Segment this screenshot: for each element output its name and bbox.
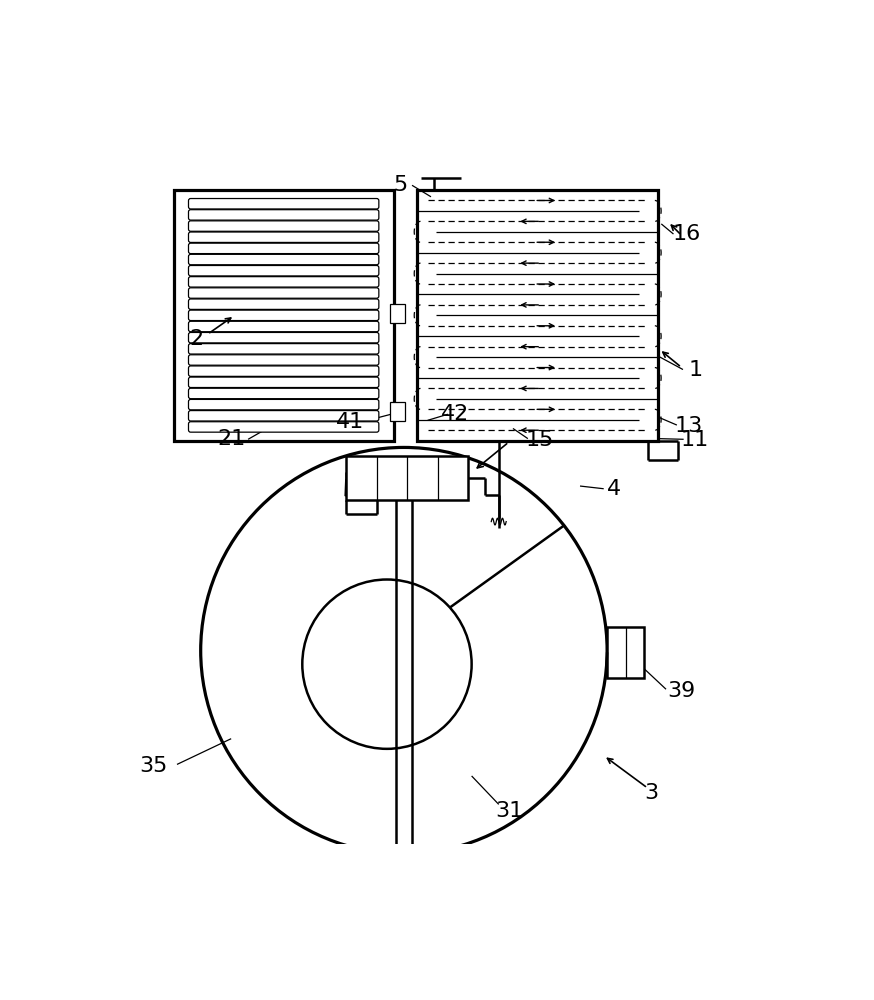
FancyBboxPatch shape [189, 243, 378, 254]
FancyBboxPatch shape [189, 366, 378, 376]
Bar [607, 627, 644, 678]
FancyBboxPatch shape [189, 288, 378, 298]
Bar [174, 190, 394, 441]
Text: 35: 35 [139, 756, 168, 776]
FancyBboxPatch shape [189, 299, 378, 309]
FancyBboxPatch shape [189, 310, 378, 321]
Text: 4: 4 [607, 479, 621, 499]
FancyBboxPatch shape [189, 388, 378, 399]
FancyBboxPatch shape [189, 210, 378, 220]
FancyBboxPatch shape [189, 399, 378, 410]
Text: 15: 15 [525, 430, 553, 450]
FancyBboxPatch shape [189, 221, 378, 231]
FancyBboxPatch shape [189, 321, 378, 332]
FancyBboxPatch shape [189, 277, 378, 287]
Text: 5: 5 [393, 175, 407, 195]
Text: 42: 42 [440, 404, 468, 424]
FancyBboxPatch shape [189, 377, 378, 388]
FancyBboxPatch shape [189, 199, 378, 209]
Text: 31: 31 [495, 801, 523, 821]
Text: 2: 2 [189, 329, 203, 349]
FancyBboxPatch shape [189, 422, 378, 432]
Text: 3: 3 [644, 783, 658, 803]
Text: 13: 13 [674, 416, 703, 436]
Text: 16: 16 [672, 224, 700, 244]
Text: 1: 1 [688, 360, 702, 380]
FancyBboxPatch shape [189, 332, 378, 343]
Text: 39: 39 [668, 681, 696, 701]
Bar [391, 304, 406, 323]
Bar [391, 402, 406, 421]
FancyBboxPatch shape [189, 254, 378, 265]
Bar [346, 456, 468, 500]
Text: 21: 21 [217, 429, 246, 449]
FancyBboxPatch shape [189, 355, 378, 365]
FancyBboxPatch shape [189, 232, 378, 242]
Text: 11: 11 [681, 430, 710, 450]
FancyBboxPatch shape [189, 411, 378, 421]
Text: 41: 41 [336, 412, 364, 432]
FancyBboxPatch shape [189, 344, 378, 354]
Bar [418, 190, 658, 441]
FancyBboxPatch shape [189, 265, 378, 276]
